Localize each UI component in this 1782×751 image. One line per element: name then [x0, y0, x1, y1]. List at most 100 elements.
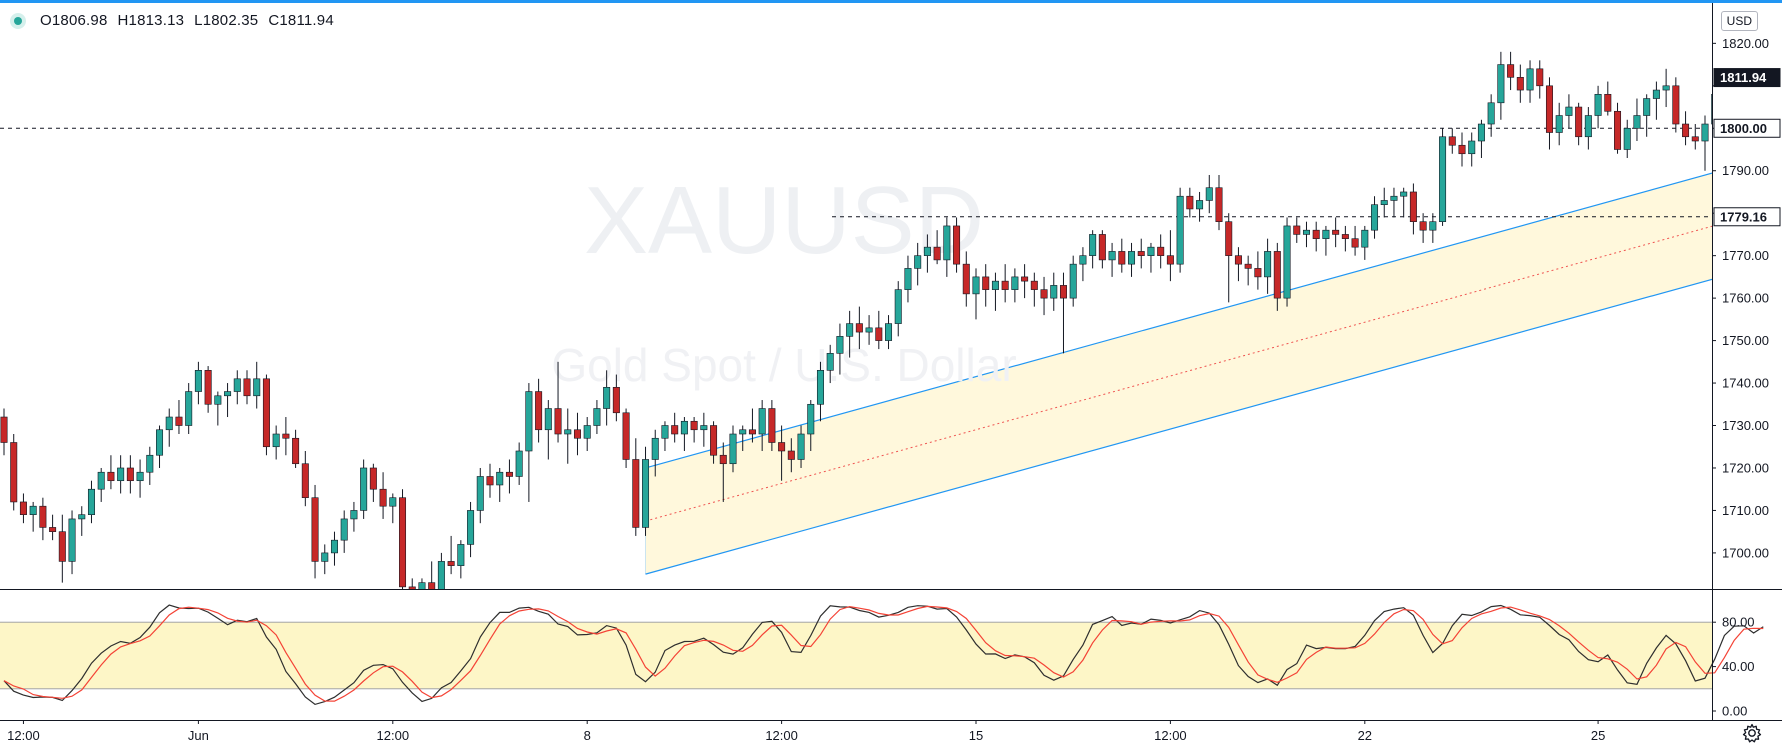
time-tick-label: 12:00	[765, 728, 798, 743]
candle	[1361, 225, 1369, 260]
candle	[389, 493, 397, 524]
candle	[1633, 98, 1641, 142]
stoch-tick-label: 0.00	[1722, 704, 1747, 719]
time-tick-label: 15	[969, 728, 983, 743]
candle	[923, 234, 931, 273]
candle	[1089, 230, 1097, 269]
candle	[885, 315, 893, 350]
candle	[1623, 119, 1631, 158]
price-tick-label: 1790.00	[1722, 163, 1769, 178]
candle	[1516, 64, 1524, 103]
last-price-tag-box	[1713, 68, 1781, 88]
candle	[19, 493, 27, 524]
candle	[1458, 132, 1466, 167]
settings-gear-icon[interactable]	[1742, 723, 1762, 743]
candle	[1225, 213, 1233, 303]
price-chart[interactable]: XAUUSD Gold Spot / U.S. Dollar 1700.0017…	[0, 3, 1782, 751]
time-tick-label: Jun	[188, 728, 209, 743]
candle	[369, 463, 377, 502]
time-tick-label: 12:00	[377, 728, 410, 743]
candle	[729, 425, 737, 473]
candle	[486, 463, 494, 498]
candle	[1001, 264, 1009, 303]
candle	[1371, 196, 1379, 239]
candle	[1283, 217, 1291, 307]
candle	[292, 429, 300, 468]
candle	[107, 455, 115, 490]
candle	[437, 552, 445, 589]
candle	[1322, 225, 1330, 256]
candle	[1312, 221, 1320, 252]
stoch-band	[0, 622, 1712, 689]
candle	[1555, 102, 1563, 146]
candle	[865, 315, 873, 345]
candle	[1176, 187, 1184, 273]
time-tick-label: 8	[584, 728, 591, 743]
ohlc-high: H1813.13	[117, 12, 185, 29]
candle	[700, 412, 708, 447]
candle	[175, 400, 183, 435]
candle	[1205, 174, 1213, 214]
candle	[428, 561, 436, 589]
ohlc-open: O1806.98	[40, 12, 108, 29]
candle	[846, 310, 854, 358]
candle	[1614, 102, 1622, 154]
candle	[301, 450, 309, 507]
candle	[1652, 81, 1660, 120]
candle	[1021, 264, 1029, 299]
candle	[505, 459, 513, 494]
stochastic-pane[interactable]	[0, 604, 1764, 706]
candle	[1604, 81, 1612, 116]
candle	[204, 366, 212, 413]
candle	[904, 255, 912, 303]
candle	[1128, 242, 1136, 277]
candle	[1069, 255, 1077, 307]
candle	[612, 374, 620, 422]
candle	[1196, 191, 1204, 222]
candle	[1390, 187, 1398, 218]
currency-button[interactable]: USD	[1720, 11, 1758, 31]
channel-lower-line[interactable]	[645, 3, 1782, 575]
candle	[544, 400, 552, 460]
candle	[233, 370, 241, 405]
candle	[710, 421, 718, 464]
candle	[1439, 128, 1447, 226]
candle	[564, 408, 572, 464]
price-tick-label: 1750.00	[1722, 333, 1769, 348]
candle	[418, 578, 426, 589]
candle	[58, 514, 66, 583]
horizontal-levels[interactable]	[0, 127, 1712, 218]
candle	[1137, 238, 1145, 269]
candle	[787, 438, 795, 473]
candle	[816, 361, 824, 422]
parallel-channel[interactable]	[645, 3, 1782, 575]
candle	[1507, 51, 1515, 91]
candle	[1429, 213, 1437, 243]
candle	[1011, 268, 1019, 303]
candle	[768, 400, 776, 451]
candle	[1302, 221, 1310, 248]
candle	[1050, 272, 1058, 311]
channel-fill	[645, 173, 1712, 575]
candle	[739, 425, 747, 451]
candle	[29, 501, 37, 532]
candle	[1215, 174, 1223, 231]
candle	[0, 408, 8, 456]
candle	[573, 412, 581, 456]
candle	[117, 455, 125, 494]
candle	[1118, 238, 1126, 273]
candle	[933, 230, 941, 265]
candle	[1098, 230, 1106, 269]
candle	[836, 323, 844, 375]
candle	[1672, 77, 1680, 133]
candle	[758, 400, 766, 451]
candle	[1575, 102, 1583, 146]
candle	[39, 497, 47, 541]
candles	[0, 51, 1712, 589]
candle	[1264, 238, 1272, 294]
channel-upper-line[interactable]	[645, 3, 1782, 469]
candle	[1059, 272, 1067, 354]
stoch-d-line[interactable]	[3, 605, 1764, 702]
candle	[1108, 242, 1116, 277]
stoch-k-line[interactable]	[3, 604, 1764, 706]
